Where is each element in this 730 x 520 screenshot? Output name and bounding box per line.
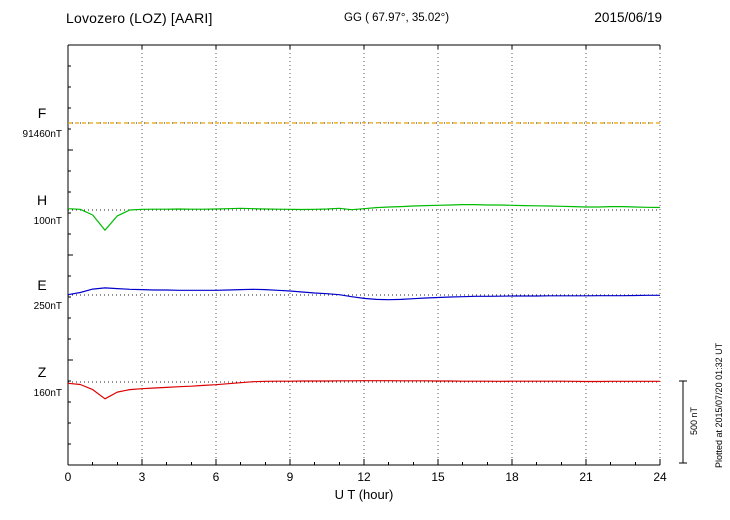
- series-letter-H: H: [37, 192, 47, 208]
- series-letter-Z: Z: [38, 364, 47, 380]
- series-letter-F: F: [38, 105, 47, 121]
- x-tick-label: 3: [139, 470, 146, 484]
- series-baseline-value-Z: 160nT: [34, 388, 62, 399]
- x-tick-label: 6: [213, 470, 220, 484]
- scale-bar-label: 500 nT: [689, 406, 699, 435]
- chart-layer: F 91460nT H 100nT E 250nT Z 160nT 0 3 6 9 12 15 18 21 24: [23, 44, 687, 484]
- series-baseline-value-H: 100nT: [34, 216, 62, 227]
- x-tick-label: 12: [357, 470, 371, 484]
- x-tick-label: 21: [579, 470, 593, 484]
- x-axis-label: U T (hour): [335, 487, 394, 502]
- x-tick-label: 18: [505, 470, 519, 484]
- x-tick-label: 9: [287, 470, 294, 484]
- plot-date: 2015/06/19: [594, 10, 662, 25]
- series-baseline-value-F: 91460nT: [23, 129, 62, 140]
- geo-coordinates: GG ( 67.97°, 35.02°): [344, 12, 450, 24]
- trace-H: [67, 204, 661, 231]
- trace-Z: [67, 380, 660, 400]
- plotted-at-note: Plotted at 2015/07/20 01:32 UT: [714, 342, 724, 468]
- x-tick-label: 24: [653, 470, 667, 484]
- station-title: Lovozero (LOZ) [AARI]: [66, 10, 213, 26]
- x-tick-label: 0: [65, 470, 72, 484]
- trace-E: [67, 287, 660, 301]
- series-baseline-value-E: 250nT: [34, 301, 62, 312]
- x-tick-label: 15: [431, 470, 445, 484]
- series-letter-E: E: [37, 277, 46, 293]
